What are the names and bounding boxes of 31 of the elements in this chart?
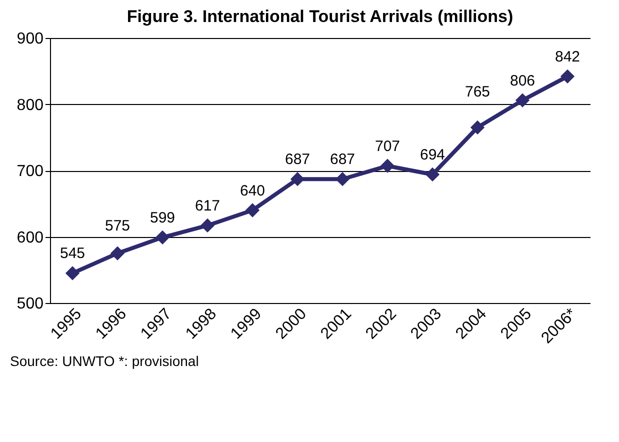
data-label: 694	[420, 146, 446, 164]
y-tick-label: 800	[16, 96, 44, 114]
y-tick-label: 900	[16, 30, 44, 48]
y-tick-label: 700	[16, 163, 44, 180]
point	[335, 172, 350, 186]
data-label: 617	[194, 197, 220, 214]
data-label: 707	[374, 138, 400, 155]
point	[425, 167, 440, 182]
data-label: 842	[554, 48, 580, 66]
point	[245, 203, 260, 218]
point	[155, 230, 170, 244]
point	[560, 69, 575, 84]
point	[200, 218, 215, 233]
point	[470, 120, 485, 135]
data-label: 687	[330, 151, 356, 168]
data-label: 640	[240, 182, 266, 200]
source-note: Source: UNWTO *: provisional	[10, 353, 199, 369]
data-label: 599	[150, 209, 176, 226]
y-tick-label: 600	[16, 229, 44, 246]
point	[110, 246, 125, 260]
point	[290, 172, 305, 186]
data-label: 545	[60, 245, 86, 262]
point	[515, 93, 530, 108]
data-label: 765	[464, 83, 490, 100]
data-label: 575	[104, 217, 130, 234]
point	[380, 158, 395, 173]
y-tick-label: 500	[16, 296, 44, 312]
point	[65, 266, 80, 280]
data-label: 806	[510, 72, 536, 90]
data-label: 687	[284, 151, 310, 168]
chart-title: Figure 3. International Tourist Arrivals (millions)	[126, 7, 514, 26]
